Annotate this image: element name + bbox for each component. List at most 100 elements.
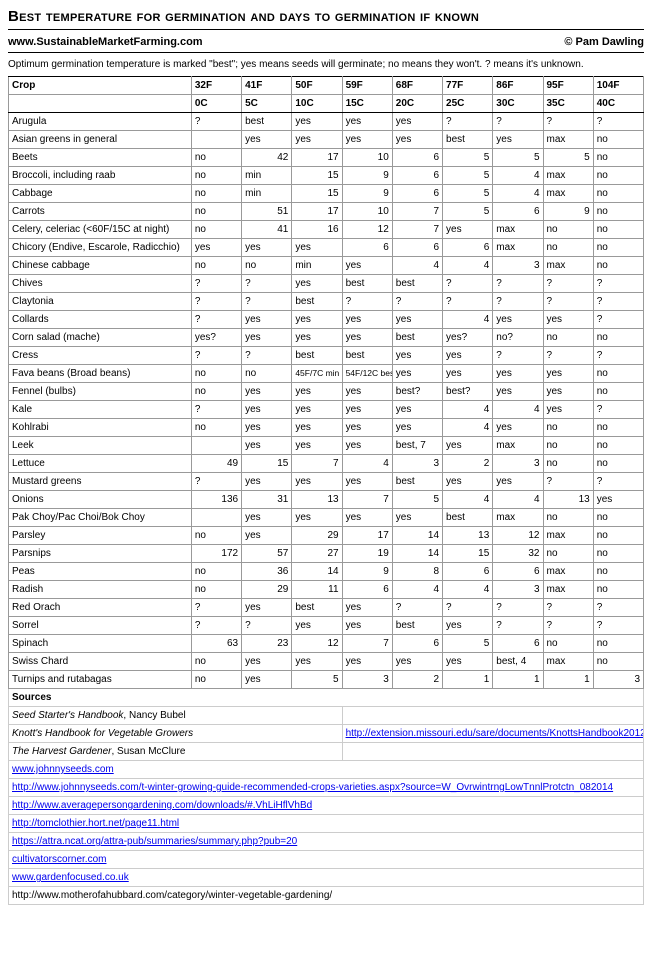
value-cell: yes [242,653,292,671]
value-cell: yes [342,437,392,455]
source-link[interactable]: http://www.johnnyseeds.com/t-winter-grow… [12,782,613,793]
table-row: Swiss Chardnoyesyesyesyesyesbest, 4maxno [9,653,644,671]
value-cell: best [342,275,392,293]
value-cell: 32 [493,545,543,563]
value-cell: no [593,203,643,221]
header-row-f: Crop32F41F50F59F68F77F86F95F104F [9,77,644,95]
source-row: http://www.averagepersongardening.com/do… [9,797,644,815]
value-cell: no [593,185,643,203]
value-cell: no [191,671,241,689]
value-cell: 3 [593,671,643,689]
value-cell: yes [493,131,543,149]
value-cell: no [593,455,643,473]
source-link[interactable]: cultivatorscorner.com [12,854,106,865]
value-cell: yes [292,383,342,401]
value-cell: ? [593,473,643,491]
value-cell: ? [543,293,593,311]
table-row: Cress??bestbestyesyes??? [9,347,644,365]
value-cell: 6 [392,185,442,203]
crop-header-blank [9,95,192,113]
temp-header-c: 0C [191,95,241,113]
value-cell: 6 [342,239,392,257]
crop-cell: Radish [9,581,192,599]
value-cell: yes? [191,329,241,347]
value-cell: 6 [392,149,442,167]
source-link[interactable]: www.gardenfocused.co.uk [12,872,129,883]
source-link[interactable]: https://attra.ncat.org/attra-pub/summari… [12,836,297,847]
value-cell: ? [342,293,392,311]
table-row: Sorrel??yesyesbestyes??? [9,617,644,635]
value-cell: no [593,545,643,563]
source-link[interactable]: http://www.averagepersongardening.com/do… [12,800,312,811]
source-link[interactable]: http://extension.missouri.edu/sare/docum… [346,728,644,739]
value-cell: 7 [342,635,392,653]
value-cell: no [543,239,593,257]
value-cell: 4 [443,401,493,419]
value-cell: yes [493,365,543,383]
value-cell: ? [493,293,543,311]
value-cell: yes [342,617,392,635]
value-cell: yes [392,509,442,527]
crop-cell: Kale [9,401,192,419]
source-link[interactable]: http://tomclothier.hort.net/page11.html [12,818,179,829]
value-cell: best [443,509,493,527]
source-cell: www.gardenfocused.co.uk [9,869,644,887]
value-cell: no [593,563,643,581]
value-cell: yes [543,383,593,401]
value-cell: yes [342,383,392,401]
temp-header-c: 30C [493,95,543,113]
table-row: Red Orach?yesbestyes????? [9,599,644,617]
sources-label: Sources [9,689,644,707]
value-cell: 10 [342,149,392,167]
value-cell: no [543,437,593,455]
value-cell: best [392,617,442,635]
value-cell: 63 [191,635,241,653]
value-cell: max [543,581,593,599]
value-cell: 172 [191,545,241,563]
value-cell: yes [242,437,292,455]
value-cell: yes [292,617,342,635]
value-cell: yes [493,383,543,401]
value-cell: 4 [342,455,392,473]
value-cell: yes [392,419,442,437]
value-cell: no [191,365,241,383]
value-cell: max [493,509,543,527]
table-row: Kohlrabinoyesyesyesyes4yesnono [9,419,644,437]
value-cell: best [392,329,442,347]
value-cell: ? [242,617,292,635]
value-cell: 4 [392,257,442,275]
value-cell: ? [242,293,292,311]
table-row: Spinach6323127656nono [9,635,644,653]
value-cell: ? [593,311,643,329]
value-cell: no [593,167,643,185]
source-link[interactable]: www.johnnyseeds.com [12,764,114,775]
value-cell: 4 [443,311,493,329]
value-cell: ? [191,401,241,419]
value-cell: no [593,419,643,437]
value-cell: yes [242,131,292,149]
value-cell: 4 [392,581,442,599]
crop-cell: Cabbage [9,185,192,203]
value-cell: 9 [543,203,593,221]
value-cell: no [593,149,643,167]
value-cell: yes [342,311,392,329]
source-row: www.gardenfocused.co.uk [9,869,644,887]
temp-header-c: 35C [543,95,593,113]
table-row: Fennel (bulbs)noyesyesyesbest?best?yesye… [9,383,644,401]
value-cell: ? [191,473,241,491]
value-cell: 7 [342,491,392,509]
table-row: Collards?yesyesyesyes4yesyes? [9,311,644,329]
value-cell: yes [242,401,292,419]
value-cell: no [593,257,643,275]
value-cell: yes [292,239,342,257]
value-cell: no [191,167,241,185]
value-cell: ? [493,347,543,365]
sources-header-row: Sources [9,689,644,707]
value-cell: 7 [392,221,442,239]
source-cell: http://www.motherofahubbard.com/category… [9,887,644,905]
value-cell: ? [191,311,241,329]
value-cell: yes [392,653,442,671]
value-cell: ? [191,617,241,635]
value-cell: no [593,221,643,239]
value-cell: no [191,203,241,221]
